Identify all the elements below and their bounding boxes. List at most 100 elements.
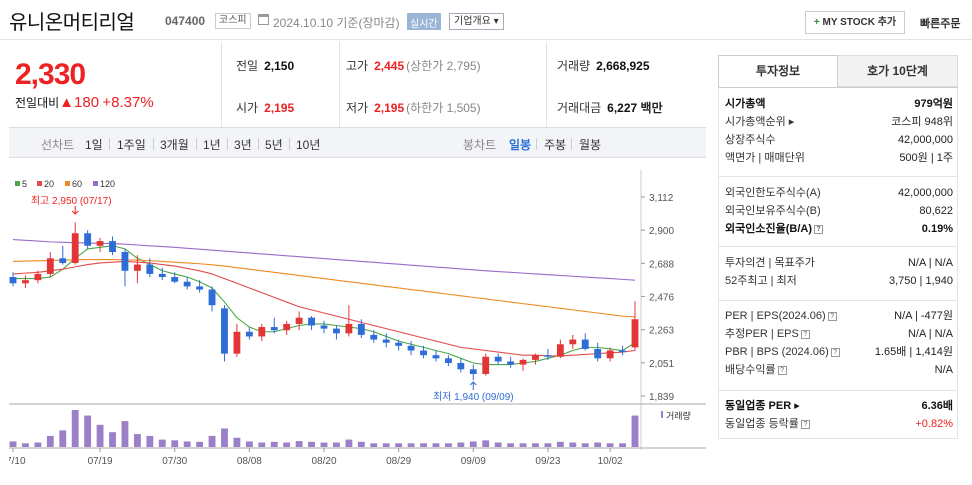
y-tick-label: 2,476 (649, 292, 674, 303)
candle-body (233, 331, 241, 354)
mystock-label: MY STOCK 추가 (822, 17, 897, 28)
candle-body (22, 280, 29, 284)
info-value: 979억원 (914, 98, 953, 110)
legend-swatch (65, 181, 70, 186)
info-value: N/A (934, 364, 953, 376)
tab-invest-info[interactable]: 투자정보 (718, 55, 838, 87)
candle-body (283, 323, 291, 331)
volume-bar (84, 415, 92, 447)
period-1y[interactable]: 1년 (203, 138, 221, 152)
volume-bar (432, 443, 440, 447)
legend-swatch (93, 181, 98, 186)
candle-body (46, 258, 54, 274)
info-row: 동일업종 PER ▸ 6.36배 (725, 398, 953, 414)
volume-bar (444, 443, 452, 447)
candle-body (245, 331, 253, 337)
volume-bar (544, 443, 552, 447)
candle-body (345, 323, 353, 334)
x-tick-label: 08/29 (386, 456, 411, 467)
candle-body (9, 277, 17, 284)
info-row: 배당수익률? N/A (725, 362, 953, 378)
help-icon[interactable]: ? (800, 419, 810, 429)
candle-monthly[interactable]: 월봉 (579, 138, 602, 152)
tab-orderbook[interactable]: 호가 10단계 (838, 55, 958, 87)
period-5y[interactable]: 5년 (265, 138, 283, 152)
info-row: PER | EPS(2024.06)? N/A | -477원 (725, 308, 953, 324)
candle-body (34, 273, 42, 281)
period-3y[interactable]: 3년 (234, 138, 252, 152)
candle-body (432, 355, 440, 359)
volume-bar (532, 443, 539, 447)
info-key: 투자의견 | 목표주가 (725, 257, 815, 269)
legend-swatch (37, 181, 42, 186)
chart-tabbar: 선차트 1일 1주일 3개월 1년 3년 5년 10년 봉차트 일봉 주봉 월봉 (9, 127, 706, 158)
legend-label: 5 (22, 179, 27, 189)
info-key: 액면가 | 매매단위 (725, 152, 805, 164)
open-price: 시가 2,195 (236, 101, 295, 115)
volume-bar (71, 410, 79, 447)
x-tick-label: 10/02 (598, 456, 623, 467)
info-row: 외국인한도주식수(A) 42,000,000 (725, 185, 953, 201)
candle-body (320, 325, 328, 329)
x-tick-label: 07/30 (162, 456, 187, 467)
candle-daily[interactable]: 일봉 (509, 138, 532, 152)
info-row: 시가총액순위 ▸ 코스피 948위 (725, 114, 953, 130)
mystock-add-button[interactable]: + MY STOCK 추가 (805, 11, 905, 34)
realtime-button[interactable]: 실시간 (407, 13, 441, 30)
candle-body (84, 233, 92, 246)
info-key: PER | EPS(2024.06)? (725, 308, 837, 324)
info-key: 외국인소진율(B/A)? (725, 221, 823, 237)
volume-bar (420, 443, 427, 447)
candle-body (357, 323, 365, 335)
info-value: 80,622 (919, 205, 953, 217)
x-tick-label: 07/19 (88, 456, 113, 467)
period-1w[interactable]: 1주일 (117, 138, 146, 152)
x-tick-label: 08/08 (237, 456, 262, 467)
info-key: 시가총액순위 ▸ (725, 116, 795, 128)
volume-bar (133, 434, 141, 447)
up-arrow-icon: ▲ (59, 94, 75, 111)
info-value: 3,750 | 1,940 (888, 275, 953, 287)
stock-code: 047400 (165, 14, 206, 28)
info-key: 상장주식수 (725, 134, 776, 146)
volume-bar (270, 441, 278, 447)
stock-chart: 5 20 60 120 3,112 2,900 2,688 2,476 2,263 2,051 1,… (0, 170, 706, 480)
candle-body (606, 350, 614, 359)
period-3m[interactable]: 3개월 (160, 138, 189, 152)
candle-body (270, 327, 278, 331)
help-icon[interactable]: ? (830, 347, 840, 357)
change-percent: +8.37% (102, 94, 154, 111)
info-value: N/A | N/A (907, 257, 953, 269)
quick-order-link[interactable]: 빠른주문 (920, 18, 961, 30)
info-value: 6.36배 (921, 400, 953, 412)
help-icon[interactable]: ? (814, 224, 823, 234)
volume-bar (59, 430, 67, 447)
help-icon[interactable]: ? (827, 311, 837, 321)
volume-bar (631, 415, 639, 447)
volume-bar (245, 441, 253, 447)
period-10y[interactable]: 10년 (296, 138, 321, 152)
info-value: 42,000,000 (897, 134, 953, 146)
corp-info-dropdown[interactable]: 기업개요 ▾ (449, 13, 504, 30)
volume-bar (606, 443, 614, 447)
volume-bar (221, 428, 228, 447)
info-row: 외국인보유주식수(B) 80,622 (725, 203, 953, 219)
candle-body (171, 277, 179, 282)
candle-chart-label: 봉차트 (463, 138, 497, 152)
candle-body (544, 355, 552, 357)
period-1d[interactable]: 1일 (85, 138, 103, 152)
candle-body (631, 319, 639, 348)
quote-table: 전일 2,150 고가 2,445 (상한가 2,795) 거래량 2,668,925 … (221, 42, 706, 127)
line-chart-label: 선차트 (41, 138, 75, 152)
candle-weekly[interactable]: 주봉 (544, 138, 567, 152)
candle-body (532, 355, 539, 360)
volume-bar (233, 437, 241, 447)
help-icon[interactable]: ? (777, 365, 787, 375)
candle-body (221, 308, 228, 354)
volume-bar (594, 442, 602, 447)
change-amount: 180 (74, 94, 100, 111)
help-icon[interactable]: ? (800, 329, 810, 339)
plus-icon: + (813, 17, 820, 28)
candle-body (133, 264, 141, 271)
candle-body (333, 328, 340, 334)
